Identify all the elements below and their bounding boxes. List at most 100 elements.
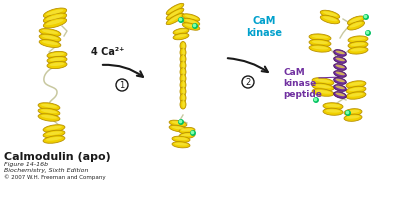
Ellipse shape xyxy=(47,56,67,64)
Ellipse shape xyxy=(336,72,345,75)
Ellipse shape xyxy=(348,21,364,30)
Ellipse shape xyxy=(346,115,360,119)
Ellipse shape xyxy=(169,125,187,132)
Ellipse shape xyxy=(315,79,331,83)
Ellipse shape xyxy=(315,90,331,94)
Ellipse shape xyxy=(182,88,185,95)
Ellipse shape xyxy=(346,81,366,88)
Ellipse shape xyxy=(336,93,345,96)
Ellipse shape xyxy=(349,17,362,23)
Ellipse shape xyxy=(348,82,363,86)
Ellipse shape xyxy=(168,9,181,17)
Ellipse shape xyxy=(179,127,195,134)
Ellipse shape xyxy=(180,74,186,83)
Ellipse shape xyxy=(39,34,61,42)
Ellipse shape xyxy=(336,51,345,54)
Ellipse shape xyxy=(349,22,362,28)
Circle shape xyxy=(364,15,367,18)
Ellipse shape xyxy=(334,92,346,98)
Circle shape xyxy=(193,24,197,28)
Ellipse shape xyxy=(180,100,186,109)
Ellipse shape xyxy=(182,62,185,69)
Circle shape xyxy=(314,98,317,101)
Ellipse shape xyxy=(180,87,186,96)
Circle shape xyxy=(346,111,350,115)
Ellipse shape xyxy=(182,75,185,82)
Ellipse shape xyxy=(309,45,331,52)
Ellipse shape xyxy=(309,39,331,47)
Circle shape xyxy=(191,131,194,134)
Ellipse shape xyxy=(323,11,338,16)
Ellipse shape xyxy=(334,78,346,84)
Text: 4 Ca²⁺: 4 Ca²⁺ xyxy=(91,47,125,57)
Ellipse shape xyxy=(348,93,363,97)
Ellipse shape xyxy=(46,9,64,15)
Ellipse shape xyxy=(312,41,328,44)
Ellipse shape xyxy=(180,55,186,63)
Ellipse shape xyxy=(309,34,331,41)
Ellipse shape xyxy=(180,68,186,76)
Text: Calmodulin (apo): Calmodulin (apo) xyxy=(4,152,111,162)
Ellipse shape xyxy=(180,48,186,57)
Ellipse shape xyxy=(43,136,65,143)
Ellipse shape xyxy=(38,108,60,116)
Ellipse shape xyxy=(334,57,346,63)
Circle shape xyxy=(366,31,369,34)
Ellipse shape xyxy=(172,121,185,125)
Text: 2: 2 xyxy=(245,77,251,86)
Text: 1: 1 xyxy=(119,81,125,89)
Ellipse shape xyxy=(172,136,190,142)
Ellipse shape xyxy=(348,41,368,49)
Circle shape xyxy=(179,18,182,21)
Text: Biochemistry, Sixth Edition: Biochemistry, Sixth Edition xyxy=(4,168,88,173)
Ellipse shape xyxy=(348,36,368,43)
Circle shape xyxy=(314,98,318,102)
Ellipse shape xyxy=(348,47,368,54)
Ellipse shape xyxy=(323,108,343,115)
Ellipse shape xyxy=(174,143,188,146)
Ellipse shape xyxy=(350,48,366,51)
Ellipse shape xyxy=(168,5,181,12)
Ellipse shape xyxy=(41,109,57,113)
Ellipse shape xyxy=(320,15,340,24)
Ellipse shape xyxy=(182,43,185,49)
Ellipse shape xyxy=(169,120,187,127)
Text: CaM
kinase: CaM kinase xyxy=(246,16,282,38)
Ellipse shape xyxy=(50,53,64,56)
Ellipse shape xyxy=(182,69,185,75)
Ellipse shape xyxy=(175,29,187,33)
Ellipse shape xyxy=(181,133,193,136)
Ellipse shape xyxy=(182,56,185,62)
Ellipse shape xyxy=(312,83,334,91)
Circle shape xyxy=(179,18,183,22)
Ellipse shape xyxy=(315,84,331,88)
Ellipse shape xyxy=(41,115,57,119)
Ellipse shape xyxy=(323,103,343,110)
Ellipse shape xyxy=(175,34,187,38)
Ellipse shape xyxy=(182,18,200,26)
Circle shape xyxy=(179,120,183,124)
Ellipse shape xyxy=(179,132,195,138)
Ellipse shape xyxy=(182,14,200,21)
Ellipse shape xyxy=(168,15,181,22)
Ellipse shape xyxy=(350,37,366,41)
Ellipse shape xyxy=(46,14,64,20)
Ellipse shape xyxy=(350,43,366,46)
Circle shape xyxy=(346,111,349,114)
Ellipse shape xyxy=(334,85,346,91)
Ellipse shape xyxy=(47,51,67,59)
Ellipse shape xyxy=(166,8,184,20)
Ellipse shape xyxy=(312,46,328,49)
Ellipse shape xyxy=(346,86,366,94)
Circle shape xyxy=(193,24,196,27)
Ellipse shape xyxy=(46,131,62,135)
Circle shape xyxy=(179,120,182,123)
Circle shape xyxy=(366,31,370,35)
Ellipse shape xyxy=(336,58,345,61)
Ellipse shape xyxy=(43,13,67,23)
Ellipse shape xyxy=(326,109,340,113)
Ellipse shape xyxy=(38,114,60,121)
Ellipse shape xyxy=(166,13,184,25)
Ellipse shape xyxy=(185,15,198,19)
Ellipse shape xyxy=(344,109,362,116)
